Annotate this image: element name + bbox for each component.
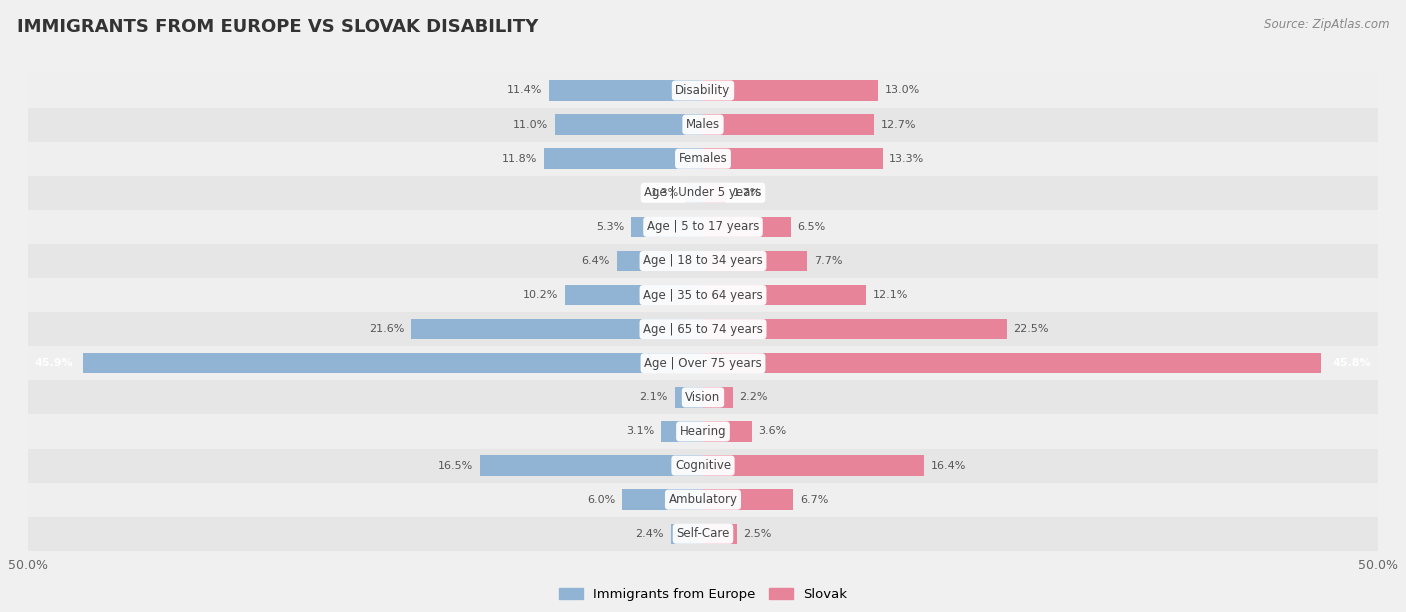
Text: 2.2%: 2.2%: [740, 392, 768, 402]
Text: 22.5%: 22.5%: [1014, 324, 1049, 334]
Text: Self-Care: Self-Care: [676, 528, 730, 540]
Bar: [617, 251, 703, 271]
Bar: [621, 490, 703, 510]
Text: 11.4%: 11.4%: [508, 86, 543, 95]
Text: 10.2%: 10.2%: [523, 290, 558, 300]
Text: 16.5%: 16.5%: [439, 461, 474, 471]
Text: 2.4%: 2.4%: [636, 529, 664, 539]
Bar: [703, 490, 793, 510]
Bar: [686, 182, 703, 203]
Bar: [28, 483, 1378, 517]
Bar: [83, 353, 703, 373]
Bar: [703, 80, 879, 101]
Text: 6.5%: 6.5%: [797, 222, 825, 232]
Text: Source: ZipAtlas.com: Source: ZipAtlas.com: [1264, 18, 1389, 31]
Text: Age | 5 to 17 years: Age | 5 to 17 years: [647, 220, 759, 233]
Text: 13.3%: 13.3%: [889, 154, 925, 163]
Text: 6.0%: 6.0%: [588, 494, 616, 505]
Text: Age | Over 75 years: Age | Over 75 years: [644, 357, 762, 370]
Bar: [28, 346, 1378, 380]
Text: 2.5%: 2.5%: [744, 529, 772, 539]
Bar: [703, 319, 1007, 340]
Bar: [675, 387, 703, 408]
Text: 12.1%: 12.1%: [873, 290, 908, 300]
Text: 1.7%: 1.7%: [733, 188, 761, 198]
Bar: [703, 523, 737, 544]
Text: Vision: Vision: [685, 391, 721, 404]
Bar: [28, 414, 1378, 449]
Text: Age | 18 to 34 years: Age | 18 to 34 years: [643, 255, 763, 267]
Text: 11.0%: 11.0%: [513, 119, 548, 130]
Text: Ambulatory: Ambulatory: [668, 493, 738, 506]
Text: Hearing: Hearing: [679, 425, 727, 438]
Bar: [703, 353, 1322, 373]
Text: 12.7%: 12.7%: [882, 119, 917, 130]
Text: 7.7%: 7.7%: [814, 256, 842, 266]
Bar: [550, 80, 703, 101]
Bar: [28, 210, 1378, 244]
Bar: [703, 217, 790, 237]
Bar: [554, 114, 703, 135]
Text: 13.0%: 13.0%: [886, 86, 921, 95]
Bar: [703, 149, 883, 169]
Text: IMMIGRANTS FROM EUROPE VS SLOVAK DISABILITY: IMMIGRANTS FROM EUROPE VS SLOVAK DISABIL…: [17, 18, 538, 36]
Text: 45.8%: 45.8%: [1333, 358, 1371, 368]
Legend: Immigrants from Europe, Slovak: Immigrants from Europe, Slovak: [554, 582, 852, 606]
Text: 3.6%: 3.6%: [758, 427, 786, 436]
Bar: [28, 73, 1378, 108]
Text: 16.4%: 16.4%: [931, 461, 966, 471]
Text: 11.8%: 11.8%: [502, 154, 537, 163]
Bar: [28, 380, 1378, 414]
Text: 6.7%: 6.7%: [800, 494, 828, 505]
Bar: [703, 285, 866, 305]
Text: Age | 35 to 64 years: Age | 35 to 64 years: [643, 289, 763, 302]
Text: 6.4%: 6.4%: [582, 256, 610, 266]
Bar: [28, 278, 1378, 312]
Bar: [661, 421, 703, 442]
Text: 3.1%: 3.1%: [626, 427, 654, 436]
Text: 21.6%: 21.6%: [370, 324, 405, 334]
Bar: [703, 455, 924, 476]
Text: Females: Females: [679, 152, 727, 165]
Bar: [28, 244, 1378, 278]
Text: Disability: Disability: [675, 84, 731, 97]
Text: Age | 65 to 74 years: Age | 65 to 74 years: [643, 323, 763, 335]
Bar: [703, 421, 752, 442]
Text: 45.9%: 45.9%: [35, 358, 73, 368]
Bar: [544, 149, 703, 169]
Bar: [703, 182, 725, 203]
Bar: [631, 217, 703, 237]
Bar: [28, 108, 1378, 141]
Text: 2.1%: 2.1%: [640, 392, 668, 402]
Bar: [28, 517, 1378, 551]
Text: 1.3%: 1.3%: [651, 188, 679, 198]
Text: Cognitive: Cognitive: [675, 459, 731, 472]
Bar: [28, 449, 1378, 483]
Bar: [481, 455, 703, 476]
Text: 5.3%: 5.3%: [596, 222, 624, 232]
Bar: [412, 319, 703, 340]
Bar: [703, 114, 875, 135]
Bar: [703, 251, 807, 271]
Bar: [703, 387, 733, 408]
Bar: [671, 523, 703, 544]
Text: Males: Males: [686, 118, 720, 131]
Bar: [28, 312, 1378, 346]
Bar: [565, 285, 703, 305]
Bar: [28, 176, 1378, 210]
Text: Age | Under 5 years: Age | Under 5 years: [644, 186, 762, 200]
Bar: [28, 141, 1378, 176]
